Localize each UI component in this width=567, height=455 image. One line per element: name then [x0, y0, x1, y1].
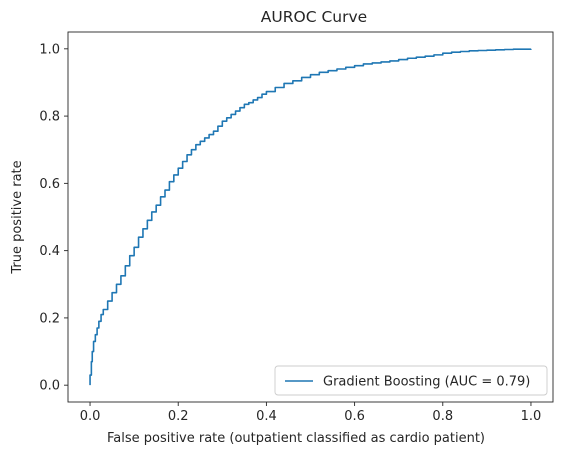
x-tick-label: 0.0	[80, 409, 101, 424]
x-tick-label: 0.4	[256, 409, 277, 424]
legend-box	[274, 365, 548, 396]
plot-frame	[67, 31, 554, 403]
y-axis-label: True positive rate	[10, 160, 25, 274]
plot-area: 0.0 0.2 0.4 0.6 0.8 1.0 0.0 0.2 0.4 0.6 0.8 1.0	[39, 31, 554, 424]
y-tick-label: 0.8	[39, 110, 60, 125]
legend: Gradient Boosting (AUC = 0.79)	[274, 365, 548, 396]
x-tick-label: 0.8	[432, 409, 453, 424]
y-tick-label: 1.0	[39, 42, 60, 57]
y-tick-label: 0.2	[39, 311, 60, 326]
x-tick-label: 0.2	[168, 409, 189, 424]
y-tick-label: 0.4	[39, 244, 60, 259]
y-tick-label: 0.6	[39, 177, 60, 192]
x-axis-label: False positive rate (outpatient classifi…	[107, 431, 485, 446]
x-tick-label: 0.6	[344, 409, 365, 424]
roc-curve-line	[89, 48, 532, 386]
x-axis: 0.0 0.2 0.4 0.6 0.8 1.0	[80, 402, 542, 424]
series-layer	[89, 48, 532, 386]
chart-title: AUROC Curve	[261, 8, 367, 26]
y-tick-label: 0.0	[39, 379, 60, 394]
x-tick-label: 1.0	[521, 409, 542, 424]
legend-label: Gradient Boosting (AUC = 0.79)	[323, 375, 530, 390]
y-axis: 0.0 0.2 0.4 0.6 0.8 1.0	[39, 42, 68, 394]
